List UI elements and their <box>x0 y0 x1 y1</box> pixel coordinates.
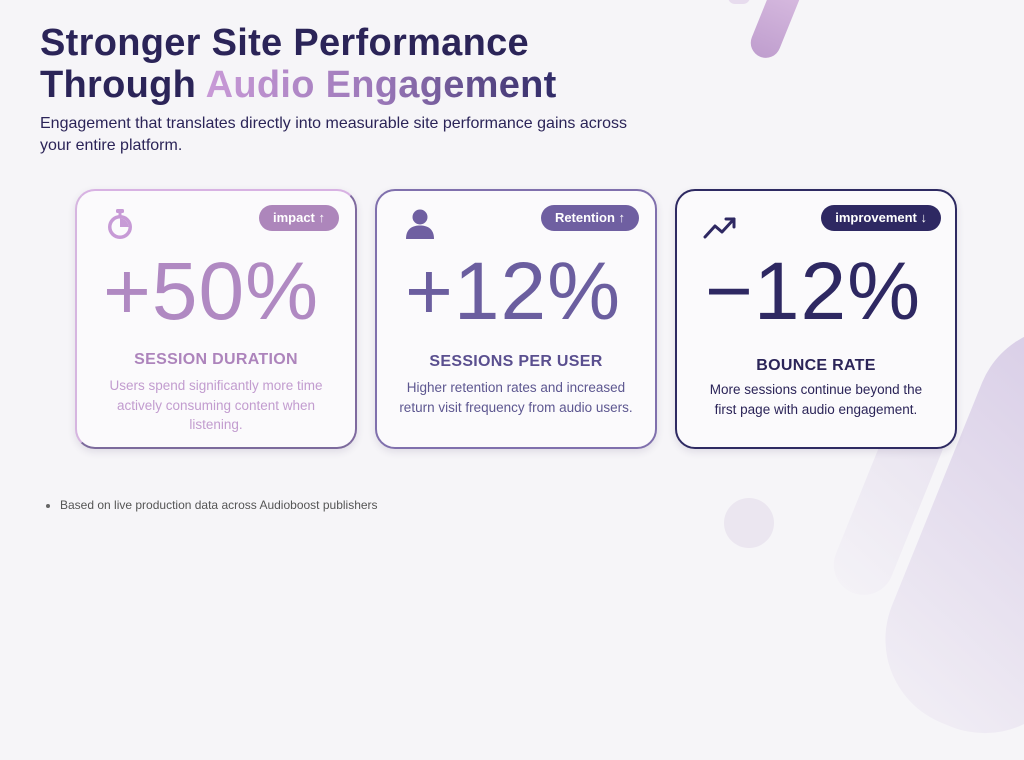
stat-label: SESSION DURATION <box>134 351 298 368</box>
page-title: Stronger Site Performance Through Audio … <box>40 22 557 106</box>
impact-badge: impact ↑ <box>258 205 339 231</box>
stat-description: Users spend significantly more time acti… <box>109 378 323 432</box>
bullet-icon <box>46 503 50 508</box>
stat-value: +12% <box>405 246 622 337</box>
stat-label: SESSIONS PER USER <box>429 353 603 370</box>
stat-card-sessions-per-user: Retention ↑ +12% SESSIONS PER USER Highe… <box>375 189 657 449</box>
title-line-2-accent: Audio Engagement <box>205 64 557 106</box>
stat-description: Higher retention rates and increased ret… <box>399 380 633 415</box>
decorative-stripe <box>746 0 808 63</box>
footnote: Based on live production data across Aud… <box>46 498 378 512</box>
improvement-badge: improvement ↓ <box>821 205 941 231</box>
trending-up-icon <box>703 217 736 239</box>
footnote-text: Based on live production data across Aud… <box>60 498 378 512</box>
title-line-2-plain: Through <box>40 64 206 106</box>
stat-value: +50% <box>103 246 320 337</box>
title-line-1: Stronger Site Performance <box>40 22 529 64</box>
decorative-shape <box>728 0 750 4</box>
user-icon <box>406 209 434 239</box>
stat-card-bounce-rate: improvement ↓ −12% BOUNCE RATE More sess… <box>675 189 957 449</box>
decorative-circle <box>724 498 774 548</box>
stat-card-session-duration: impact ↑ +50% SESSION DURATION Users spe… <box>75 189 357 449</box>
stat-label: BOUNCE RATE <box>756 357 876 374</box>
stat-description: More sessions continue beyond the first … <box>709 382 923 417</box>
stopwatch-icon <box>108 209 132 239</box>
page-subtitle: Engagement that translates directly into… <box>40 115 627 154</box>
retention-badge: Retention ↑ <box>540 205 639 231</box>
stat-value: −12% <box>705 246 922 337</box>
